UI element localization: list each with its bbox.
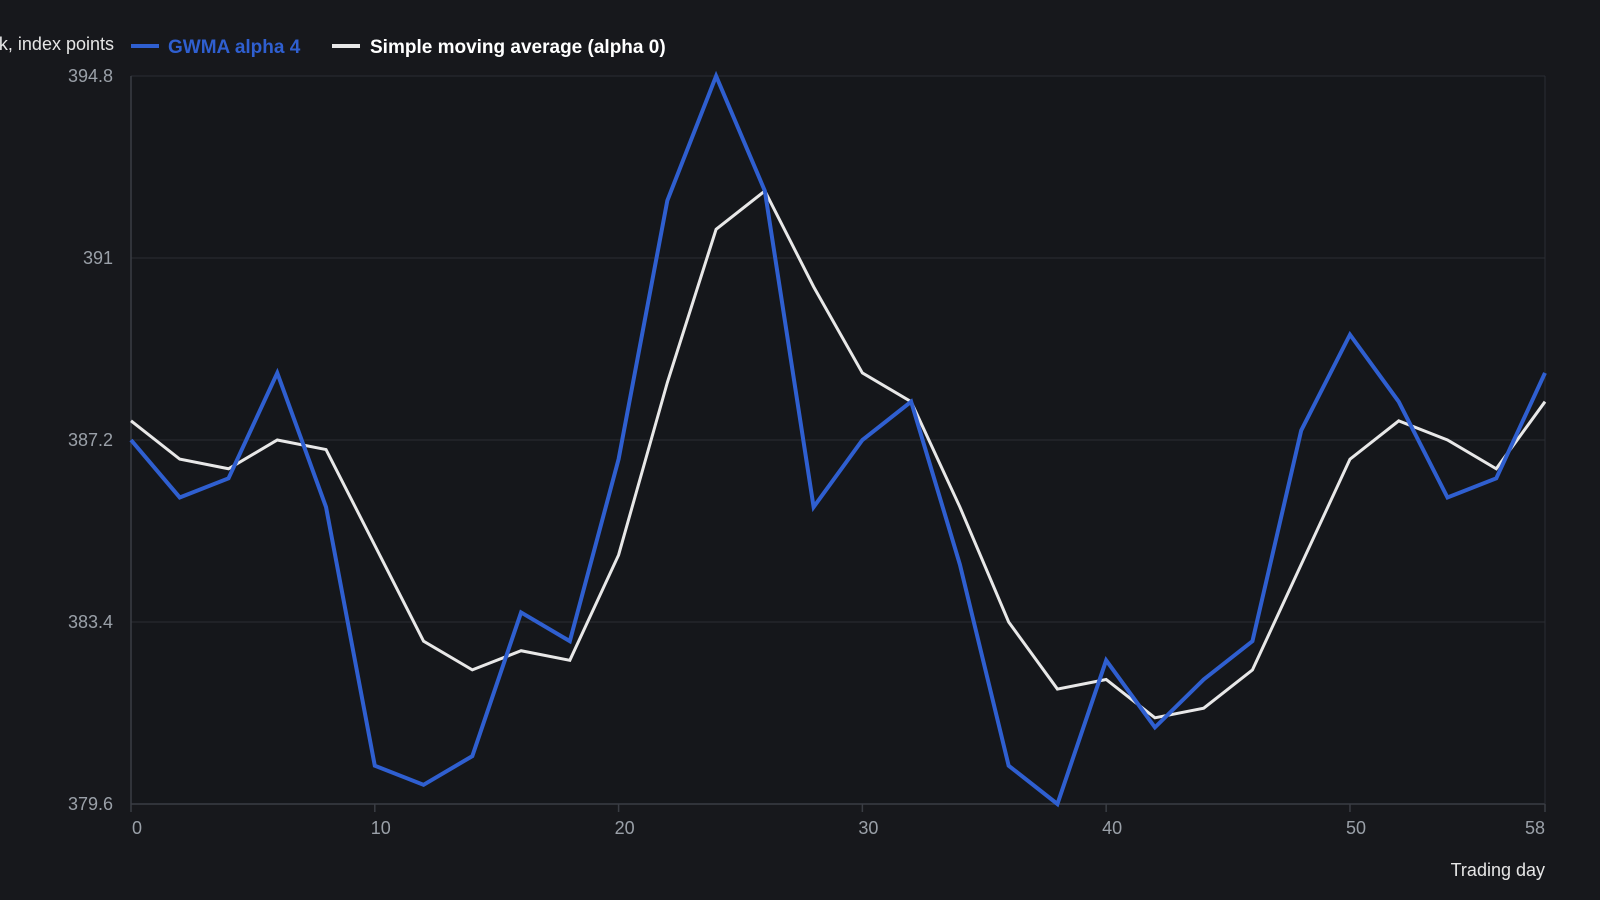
- gwma-point[interactable]: [713, 73, 719, 79]
- legend-item-sma[interactable]: Simple moving average (alpha 0): [332, 37, 666, 58]
- gwma-point[interactable]: [1347, 332, 1353, 338]
- x-axis-ticks: 0 10 20 30 40 50 58: [130, 804, 1546, 838]
- gwma-point[interactable]: [1201, 676, 1207, 682]
- y-tick-label: 379.6: [68, 794, 113, 814]
- gwma-point[interactable]: [226, 475, 232, 481]
- series-lines: [128, 70, 1548, 808]
- gwma-point[interactable]: [1006, 763, 1012, 769]
- sma-point[interactable]: [372, 542, 378, 548]
- gwma-point[interactable]: [811, 504, 817, 510]
- x-tick-label: 30: [858, 818, 878, 838]
- sma-point[interactable]: [567, 657, 573, 663]
- sma-point[interactable]: [469, 667, 475, 673]
- gwma-point[interactable]: [274, 370, 280, 376]
- x-tick-label: 0: [132, 818, 142, 838]
- gwma-point[interactable]: [908, 399, 914, 405]
- gwma-point[interactable]: [518, 609, 524, 615]
- gwma-point[interactable]: [762, 188, 768, 194]
- sma-point[interactable]: [421, 638, 427, 644]
- sma-point[interactable]: [1006, 619, 1012, 625]
- gwma-point[interactable]: [323, 504, 329, 510]
- sma-point[interactable]: [177, 456, 183, 462]
- sma-point[interactable]: [811, 284, 817, 290]
- sma-point[interactable]: [323, 447, 329, 453]
- sma-point[interactable]: [128, 418, 134, 424]
- sma-point[interactable]: [1347, 456, 1353, 462]
- x-tick-label: 58: [1525, 818, 1545, 838]
- sma-point[interactable]: [859, 370, 865, 376]
- x-tick-label: 50: [1346, 818, 1366, 838]
- x-tick-label: 20: [615, 818, 635, 838]
- gwma-point[interactable]: [957, 562, 963, 568]
- gwma-point[interactable]: [1152, 724, 1158, 730]
- sma-point[interactable]: [664, 380, 670, 386]
- sma-point[interactable]: [1103, 676, 1109, 682]
- gwma-point[interactable]: [469, 753, 475, 759]
- gwma-point[interactable]: [616, 456, 622, 462]
- sma-point[interactable]: [274, 437, 280, 443]
- gwma-point[interactable]: [1249, 638, 1255, 644]
- gwma-point[interactable]: [1542, 370, 1548, 376]
- sma-point[interactable]: [1542, 399, 1548, 405]
- gwma-point[interactable]: [859, 437, 865, 443]
- sma-point[interactable]: [1396, 418, 1402, 424]
- y-axis-ticks: 379.6 383.4 387.2 391 394.8: [68, 66, 113, 814]
- x-tick-label: 40: [1102, 818, 1122, 838]
- gwma-point[interactable]: [128, 437, 134, 443]
- sma-point[interactable]: [957, 504, 963, 510]
- series-line-gwma[interactable]: [129, 70, 1547, 808]
- y-tick-label: 387.2: [68, 430, 113, 450]
- sma-point[interactable]: [518, 648, 524, 654]
- y-axis-title: k, index points: [0, 34, 114, 54]
- sma-point[interactable]: [1054, 686, 1060, 692]
- gwma-point[interactable]: [664, 198, 670, 204]
- gwma-point[interactable]: [1396, 399, 1402, 405]
- sma-point[interactable]: [1249, 667, 1255, 673]
- legend[interactable]: GWMA alpha 4 Simple moving average (alph…: [131, 37, 666, 58]
- gwma-point[interactable]: [1493, 475, 1499, 481]
- sma-point[interactable]: [1444, 437, 1450, 443]
- sma-point[interactable]: [616, 552, 622, 558]
- y-tick-label: 394.8: [68, 66, 113, 86]
- y-tick-label: 391: [83, 248, 113, 268]
- x-tick-label: 10: [371, 818, 391, 838]
- gwma-point[interactable]: [567, 638, 573, 644]
- y-tick-label: 383.4: [68, 612, 113, 632]
- series-line-sma[interactable]: [130, 188, 1547, 720]
- gwma-point[interactable]: [421, 782, 427, 788]
- gwma-point[interactable]: [1103, 657, 1109, 663]
- sma-point[interactable]: [1201, 705, 1207, 711]
- sma-point[interactable]: [713, 226, 719, 232]
- sma-point[interactable]: [1152, 715, 1158, 721]
- legend-item-gwma[interactable]: GWMA alpha 4: [131, 37, 301, 58]
- sma-point[interactable]: [1298, 562, 1304, 568]
- gwma-point[interactable]: [1054, 801, 1060, 807]
- gwma-point[interactable]: [372, 763, 378, 769]
- gwma-point[interactable]: [1444, 494, 1450, 500]
- gwma-point[interactable]: [177, 494, 183, 500]
- legend-label-gwma: GWMA alpha 4: [168, 37, 301, 58]
- gwma-point[interactable]: [1298, 427, 1304, 433]
- x-axis-title: Trading day: [1451, 860, 1545, 880]
- legend-label-sma: Simple moving average (alpha 0): [370, 37, 666, 58]
